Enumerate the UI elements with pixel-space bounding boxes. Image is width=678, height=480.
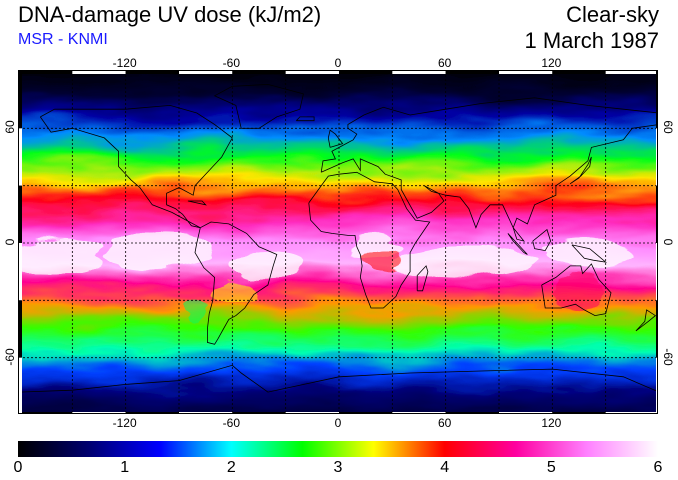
frame-tick-right <box>656 357 657 413</box>
frame-tick-bottom <box>499 412 553 413</box>
uv-peak-region <box>107 235 215 266</box>
frame-tick-top <box>339 71 393 74</box>
frame-tick-bottom <box>19 412 73 413</box>
frame-tick-left <box>19 300 22 358</box>
latitude-tick-label: -60 <box>661 347 675 366</box>
sumatra-coast <box>507 233 528 255</box>
uv-dose-map <box>18 70 658 414</box>
longitude-tick-label: -60 <box>222 56 240 70</box>
longitude-tick-label: -60 <box>222 416 240 430</box>
cuba-coast <box>187 200 207 206</box>
north-america-coast <box>39 104 233 229</box>
iceland-coast <box>296 116 315 122</box>
colorbar-tick-label: 6 <box>653 459 663 476</box>
greenland-coast <box>213 83 304 129</box>
frame-tick-top <box>552 71 606 74</box>
japan-coast <box>569 156 592 185</box>
longitude-tick-label: 120 <box>541 416 562 430</box>
south-america-coast <box>194 221 278 345</box>
uv-dose-field <box>19 71 657 413</box>
uv-peak-region <box>541 239 635 266</box>
colorbar-tick-label: 4 <box>440 459 450 476</box>
frame-tick-left <box>19 185 22 243</box>
colorbar-tick-label: 5 <box>546 459 556 476</box>
latitude-tick-label: -60 <box>3 347 17 366</box>
frame-tick-left <box>19 128 22 186</box>
longitude-tick-label: -120 <box>112 56 137 70</box>
eurasia-coast <box>320 97 657 242</box>
frame-tick-top <box>285 71 339 74</box>
frame-tick-right <box>656 128 657 186</box>
longitude-tick-label: -120 <box>112 416 137 430</box>
frame-tick-bottom <box>72 412 126 413</box>
frame-tick-bottom <box>605 412 657 413</box>
frame-tick-top <box>19 71 73 74</box>
new-guinea-coast <box>571 244 608 263</box>
uv-dose-map-svg <box>19 71 657 413</box>
frame-tick-top <box>605 71 657 74</box>
uv-local-region <box>554 275 604 307</box>
british-isles-coast <box>327 129 344 148</box>
graticule <box>19 71 657 413</box>
uv-peak-region <box>19 241 105 276</box>
coastlines <box>19 83 657 393</box>
frame-tick-top <box>392 71 446 74</box>
frame-tick-top <box>125 71 179 74</box>
colorbar-tick-label: 2 <box>226 459 236 476</box>
frame-tick-top <box>232 71 286 74</box>
madagascar-coast <box>416 265 429 292</box>
longitude-tick-label: 0 <box>334 416 342 430</box>
longitude-tick-label: 60 <box>437 416 452 430</box>
longitude-tick-label: 60 <box>437 56 452 70</box>
colorbar-tick-label: 0 <box>13 459 23 476</box>
frame-tick-left <box>19 71 22 129</box>
latitude-tick-label: 60 <box>661 120 675 135</box>
uv-local-region <box>211 279 254 303</box>
frame-tick-bottom <box>392 412 446 413</box>
map-frame-ticks <box>19 71 657 413</box>
frame-tick-bottom <box>445 412 499 413</box>
frame-tick-bottom <box>232 412 286 413</box>
frame-tick-top <box>179 71 233 74</box>
frame-tick-top <box>445 71 499 74</box>
uv-peak-region <box>392 246 535 278</box>
africa-coast <box>308 171 431 309</box>
australia-coast <box>541 263 612 317</box>
latitude-tick-label: 0 <box>661 238 675 246</box>
colorbar-tick-label: 3 <box>333 459 343 476</box>
latitude-tick-label: 0 <box>3 238 17 246</box>
uv-peak-region <box>232 252 304 280</box>
longitude-tick-label: 120 <box>541 56 562 70</box>
frame-tick-left <box>19 357 22 413</box>
uv-local-region <box>365 246 402 270</box>
new-zealand-coast <box>635 309 657 332</box>
map-title: DNA-damage UV dose (kJ/m2) <box>18 2 322 27</box>
frame-tick-left <box>19 243 22 301</box>
colorbar-tick-label: 1 <box>120 459 130 476</box>
frame-tick-bottom <box>179 412 233 413</box>
frame-tick-right <box>656 71 657 129</box>
borneo-coast <box>532 228 552 252</box>
uv-local-region <box>186 294 208 326</box>
sky-condition-label: Clear-sky <box>566 2 659 27</box>
frame-tick-bottom <box>285 412 339 413</box>
latitude-tick-label: 60 <box>3 120 17 135</box>
frame-tick-top <box>72 71 126 74</box>
frame-tick-right <box>656 185 657 243</box>
frame-tick-bottom <box>552 412 606 413</box>
frame-tick-bottom <box>339 412 393 413</box>
frame-tick-right <box>656 243 657 301</box>
source-label: MSR - KNMI <box>18 31 108 48</box>
frame-tick-right <box>656 300 657 358</box>
frame-tick-top <box>499 71 553 74</box>
date-label: 1 March 1987 <box>524 28 659 53</box>
frame-tick-bottom <box>125 412 179 413</box>
colorbar <box>18 441 658 457</box>
longitude-tick-label: 0 <box>334 56 342 70</box>
